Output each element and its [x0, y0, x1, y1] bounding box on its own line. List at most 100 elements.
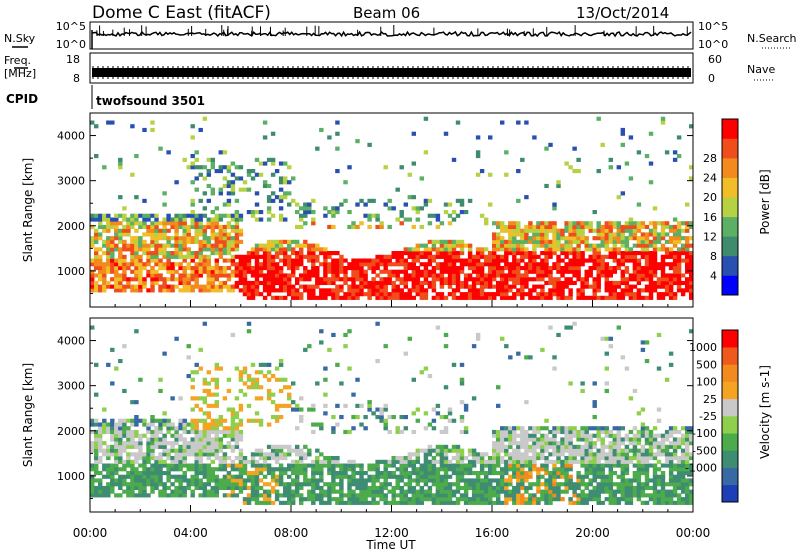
velocity-cell — [126, 452, 131, 457]
velocity-cell — [262, 362, 268, 367]
power-cell — [367, 262, 372, 267]
power-cell — [351, 221, 356, 226]
velocity-cell — [278, 493, 284, 498]
power-cell — [146, 258, 151, 263]
power-cell — [676, 224, 682, 230]
power-cell — [431, 277, 437, 282]
power-cell — [407, 217, 413, 222]
power-cell — [331, 206, 336, 211]
velocity-cell — [134, 467, 139, 472]
power-cell — [250, 251, 256, 256]
noise-trace-line — [91, 30, 692, 38]
velocity-cell — [439, 497, 445, 502]
power-cell — [222, 258, 228, 263]
power-cell — [278, 195, 284, 200]
velocity-cell — [254, 381, 260, 386]
power-cell — [564, 224, 569, 230]
power-cell — [114, 273, 119, 278]
velocity-cell — [218, 463, 224, 468]
velocity-cell — [278, 500, 284, 505]
power-cell — [680, 243, 686, 248]
velocity-cell — [174, 474, 179, 479]
power-cell — [266, 258, 272, 263]
velocity-cell — [174, 493, 179, 498]
power-cell — [608, 284, 614, 289]
power-cell — [652, 224, 658, 230]
power-cell — [552, 206, 557, 211]
velocity-cell — [463, 489, 469, 494]
velocity-cell — [628, 396, 634, 401]
velocity-cell — [146, 493, 151, 498]
velocity-cell — [210, 489, 216, 494]
velocity-cell — [435, 448, 441, 453]
velocity-cell — [520, 500, 525, 505]
power-cell — [500, 254, 505, 259]
velocity-cell — [552, 463, 557, 468]
power-cell — [564, 221, 569, 226]
velocity-cell — [274, 407, 280, 412]
power-cell — [516, 292, 521, 297]
velocity-cell — [504, 426, 509, 431]
power-cell — [178, 266, 183, 271]
velocity-cell — [299, 396, 304, 401]
velocity-cell — [600, 467, 605, 472]
power-cell — [174, 251, 179, 256]
power-cell — [564, 239, 569, 244]
power-cell — [620, 224, 626, 230]
velocity-cell — [516, 467, 521, 472]
power-cell — [250, 169, 256, 174]
velocity-cell — [439, 500, 445, 505]
power-cell — [656, 262, 662, 267]
power-cell — [632, 273, 638, 278]
power-cell — [564, 161, 569, 166]
velocity-cell — [391, 500, 396, 505]
power-cell — [447, 292, 453, 297]
velocity-cell — [648, 456, 654, 461]
power-cell — [596, 266, 601, 271]
power-cell — [596, 295, 601, 300]
velocity-cell — [516, 489, 521, 494]
velocity-cell — [315, 467, 320, 472]
velocity-cell — [608, 500, 614, 505]
power-cell — [198, 172, 203, 177]
power-cell — [379, 269, 384, 274]
velocity-cell — [178, 489, 183, 494]
power-cell — [206, 217, 212, 222]
velocity-cell — [230, 489, 236, 494]
velocity-cell — [130, 452, 135, 457]
power-cell — [134, 221, 139, 226]
power-cell — [351, 258, 356, 263]
velocity-cell — [102, 489, 107, 494]
velocity-cell — [620, 474, 626, 479]
velocity-cell — [335, 497, 340, 502]
velocity-cell — [604, 456, 610, 461]
velocity-cell — [254, 474, 260, 479]
velocity-cell — [98, 448, 103, 453]
velocity-cell — [395, 467, 400, 472]
power-cell — [592, 236, 597, 241]
power-cell — [190, 124, 195, 129]
velocity-cell — [411, 411, 417, 416]
velocity-cell — [520, 444, 525, 449]
power-cell — [632, 221, 638, 226]
velocity-cell — [568, 485, 573, 491]
velocity-cell — [439, 485, 445, 491]
velocity-cell — [536, 497, 541, 502]
velocity-cell — [544, 471, 549, 476]
power-cell — [347, 284, 352, 289]
power-cell — [339, 202, 344, 207]
power-cell — [307, 269, 312, 274]
power-cell — [500, 269, 505, 274]
power-cell — [488, 254, 493, 259]
power-cell — [258, 247, 264, 252]
velocity-cell — [467, 459, 473, 464]
velocity-cell — [182, 452, 187, 457]
power-cell — [664, 273, 670, 278]
power-cell — [632, 266, 638, 271]
power-cell — [620, 127, 626, 133]
power-cell — [102, 243, 107, 248]
velocity-cell — [327, 489, 332, 494]
velocity-cell — [383, 467, 388, 472]
velocity-cell — [250, 377, 256, 382]
velocity-cell — [572, 489, 577, 494]
